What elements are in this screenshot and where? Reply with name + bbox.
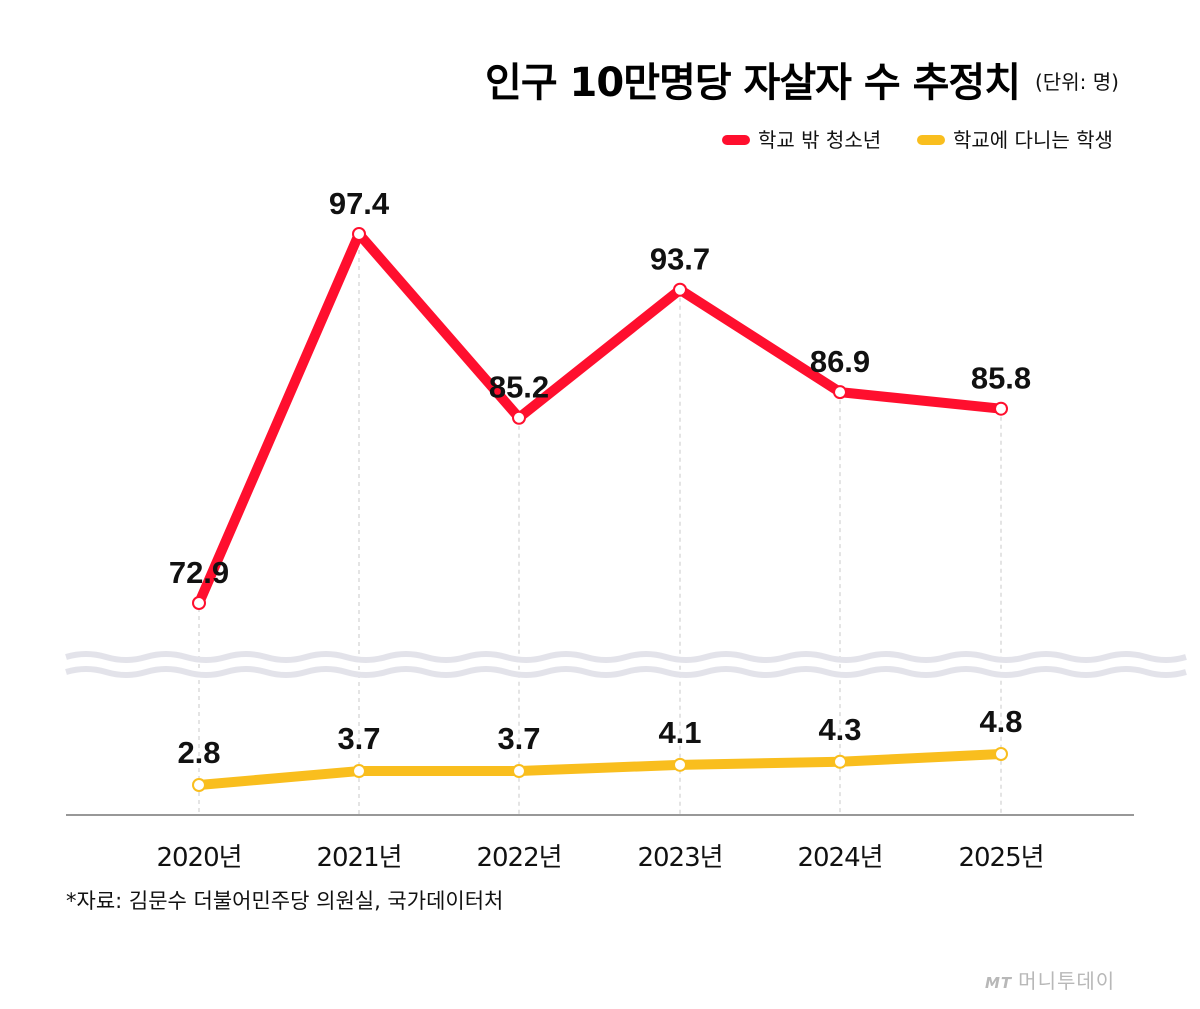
x-tick-label: 2024년 (797, 843, 882, 873)
x-tick-label: 2020년 (156, 843, 241, 873)
chart-title: 인구 10만명당 자살자 수 추정치 (485, 60, 1021, 106)
value-label-in-school: 4.8 (979, 704, 1022, 739)
value-label-in-school: 4.1 (658, 715, 701, 750)
value-label-in-school: 3.7 (337, 721, 380, 756)
axis-break-wave (65, 651, 1187, 663)
legend-swatch-yellow (917, 134, 945, 145)
data-point-out-of-school (994, 401, 1008, 416)
data-point-out-of-school (833, 385, 847, 400)
data-point-in-school (352, 764, 366, 779)
x-tick-label: 2021년 (316, 843, 401, 873)
data-point-in-school (192, 778, 206, 792)
axis-break-wave (65, 666, 1187, 678)
value-label-out-of-school: 72.9 (169, 555, 229, 590)
watermark-mark: MT (985, 974, 1013, 992)
value-label-out-of-school: 97.4 (329, 186, 390, 221)
x-tick-label: 2025년 (958, 843, 1043, 873)
data-point-in-school (512, 764, 526, 779)
unit-label: (단위: 명) (1035, 70, 1119, 94)
value-label-out-of-school: 93.7 (650, 242, 710, 277)
x-tick-label: 2023년 (637, 843, 722, 873)
value-label-in-school: 4.3 (818, 712, 861, 747)
data-point-out-of-school (673, 282, 687, 297)
data-point-out-of-school (192, 596, 206, 610)
watermark: MT 머니투데이 (985, 965, 1115, 994)
value-label-out-of-school: 85.2 (489, 370, 549, 405)
legend-swatch-red (722, 134, 750, 145)
series-line-in-school (194, 749, 1006, 790)
value-label-in-school: 2.8 (177, 735, 220, 770)
data-point-in-school (673, 757, 687, 772)
legend-label: 학교에 다니는 학생 (953, 128, 1113, 152)
legend-item-out-of-school: 학교 밖 청소년 (722, 124, 881, 153)
value-label-in-school: 3.7 (497, 721, 540, 756)
data-point-out-of-school (512, 410, 526, 425)
legend-item-in-school: 학교에 다니는 학생 (917, 124, 1113, 153)
x-tick-label: 2022년 (476, 843, 561, 873)
legend-label: 학교 밖 청소년 (758, 128, 882, 152)
data-point-in-school (833, 754, 847, 769)
source-note: *자료: 김문수 더불어민주당 의원실, 국가데이터처 (66, 889, 504, 913)
data-point-out-of-school (352, 227, 366, 241)
series-line-out-of-school (194, 229, 1006, 608)
value-label-out-of-school: 86.9 (810, 344, 870, 379)
value-label-out-of-school: 85.8 (971, 361, 1031, 396)
data-point-in-school (994, 747, 1008, 761)
watermark-text: 머니투데이 (1018, 969, 1116, 993)
